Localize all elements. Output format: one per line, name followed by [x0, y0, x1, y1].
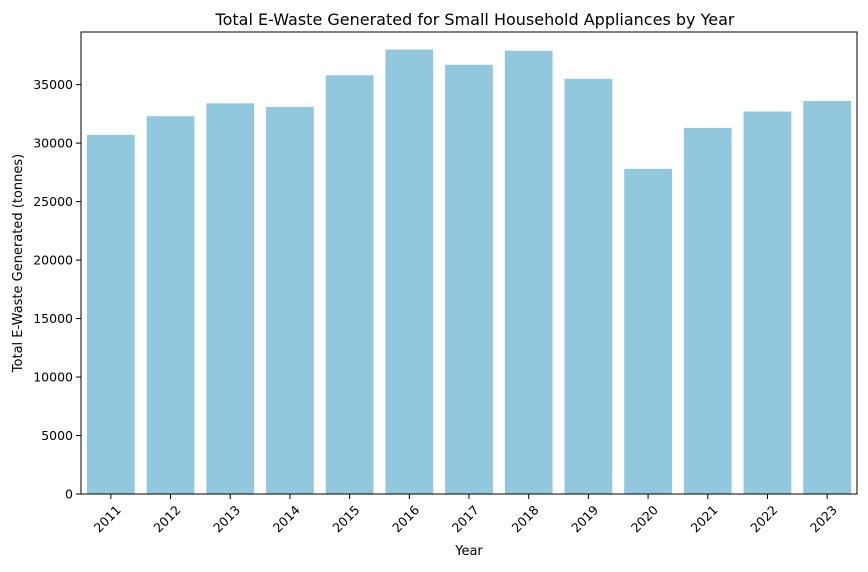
- bars-group: [86, 49, 852, 495]
- x-tick-label-2021: 2021: [688, 502, 721, 535]
- x-tick-label-2018: 2018: [508, 502, 541, 535]
- y-tick-label: 15000: [33, 311, 73, 326]
- x-tick-label-2012: 2012: [150, 502, 183, 535]
- bar-2015: [325, 75, 374, 495]
- x-tick-label-2011: 2011: [91, 502, 124, 535]
- bar-2020: [624, 168, 672, 494]
- x-tick-label-2016: 2016: [389, 502, 422, 535]
- x-tick-label-2022: 2022: [747, 502, 780, 535]
- y-tick-label: 35000: [33, 77, 73, 92]
- chart-title: Total E-Waste Generated for Small Househ…: [215, 10, 735, 29]
- bar-2013: [206, 103, 255, 494]
- x-tick-label-2020: 2020: [628, 502, 661, 535]
- bar-2022: [743, 111, 792, 494]
- x-tick-label-2014: 2014: [270, 502, 303, 535]
- bar-2021: [683, 127, 732, 494]
- y-tick-label: 10000: [33, 370, 73, 385]
- x-tick-label-2019: 2019: [568, 502, 601, 535]
- y-axis-ticks: 0 5000 10000 15000 20000 25000 30000 35000: [33, 77, 81, 502]
- y-tick-label: 0: [65, 487, 73, 502]
- bar-2012: [146, 116, 195, 495]
- y-tick-label: 20000: [33, 253, 73, 268]
- y-tick-label: 30000: [33, 136, 73, 151]
- x-axis-ticks: 2011 2012 2013 2014 2015 2016 2017 2018 2019 2020…: [91, 494, 840, 535]
- y-tick-label: 25000: [33, 194, 73, 209]
- y-tick-label: 5000: [41, 428, 73, 443]
- plot-frame: [80, 31, 858, 495]
- bar-2011: [86, 134, 135, 494]
- x-tick-label-2017: 2017: [449, 502, 482, 535]
- bar-2023: [803, 101, 852, 494]
- x-tick-label-2015: 2015: [329, 502, 362, 535]
- bar-2014: [266, 106, 314, 494]
- bar-2019: [564, 78, 613, 494]
- x-tick-label-2023: 2023: [807, 502, 840, 535]
- x-axis-label: Year: [454, 544, 483, 559]
- x-tick-label-2013: 2013: [210, 502, 243, 535]
- y-axis-label: Total E-Waste Generated (tonnes): [11, 154, 26, 373]
- bar-2017: [445, 64, 493, 495]
- bar-2016: [385, 49, 434, 494]
- bar-2018: [504, 50, 553, 494]
